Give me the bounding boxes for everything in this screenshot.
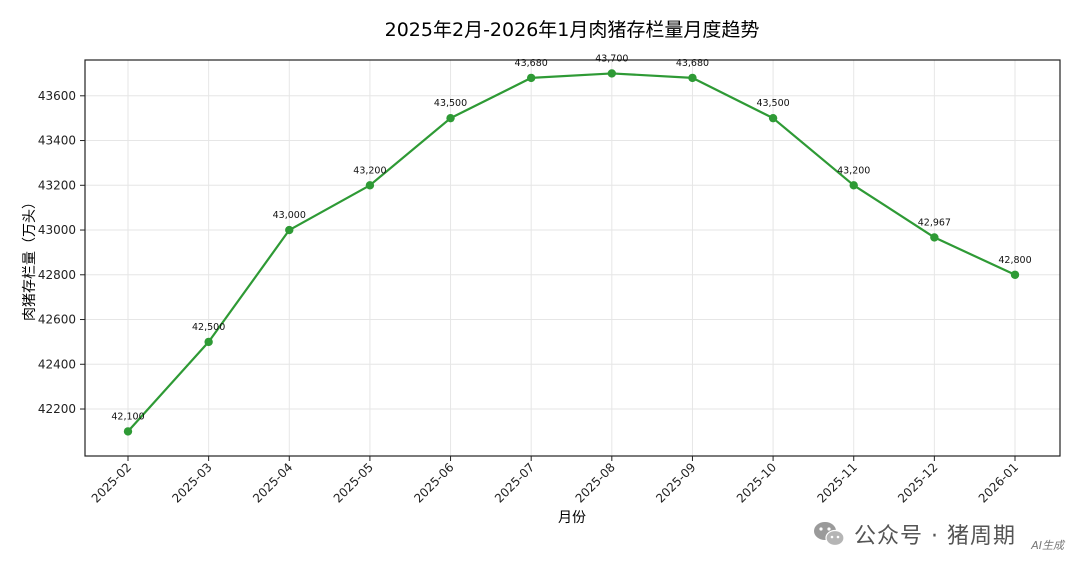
y-tick-label: 42400 [38, 357, 76, 371]
y-tick-label: 43000 [38, 223, 76, 237]
x-tick-label: 2025-09 [653, 460, 698, 505]
data-point [204, 337, 213, 347]
y-tick-label: 43200 [38, 178, 76, 192]
ai-generated-badge: AI生成 [1031, 539, 1064, 552]
x-tick-label: 2025-10 [734, 460, 779, 505]
chart-title: 2025年2月-2026年1月肉猪存栏量月度趋势 [385, 19, 760, 41]
y-axis-label: 肉猪存栏量（万头） [22, 195, 38, 321]
data-point [365, 181, 375, 190]
watermark: 公众号 · 猪周期 [812, 516, 1016, 552]
x-tick-label: 2025-06 [411, 460, 456, 505]
y-tick-label: 43400 [38, 134, 76, 148]
y-tick-label: 43600 [38, 89, 76, 103]
x-axis-label: 月份 [558, 510, 586, 526]
data-labels: 42,100 42,500 43,000 43,200 43,500 43,680 43,7… [111, 53, 1031, 422]
data-point [768, 113, 778, 123]
data-label: 42,800 [998, 255, 1031, 266]
watermark-text: 公众号 · 猪周期 [854, 524, 1016, 549]
grid [85, 60, 1060, 456]
data-label: 42,967 [918, 217, 951, 228]
y-tick-label: 42600 [38, 313, 76, 327]
data-point [526, 73, 536, 83]
x-tick-label: 2025-04 [250, 460, 295, 505]
x-tick-label: 2025-03 [169, 460, 214, 505]
data-point [849, 181, 858, 190]
y-axis-ticks: 42200 42400 42600 42800 43000 43200 43400 43600 [38, 89, 85, 416]
x-tick-label: 2025-05 [331, 460, 376, 505]
x-tick-label: 2026-01 [976, 460, 1021, 505]
x-tick-label: 2025-11 [814, 460, 859, 505]
x-tick-label: 2025-12 [895, 460, 940, 505]
wechat-icon [812, 519, 846, 549]
data-label: 43,500 [756, 98, 789, 109]
data-label: 43,200 [353, 165, 386, 176]
data-point [1010, 270, 1020, 279]
x-axis-ticks: 2025-02 2025-03 2025-04 2025-05 2025-06 2025-… [89, 456, 1021, 506]
data-point [607, 69, 617, 78]
data-point [285, 225, 294, 235]
data-label: 43,000 [273, 210, 306, 221]
data-label: 43,700 [595, 53, 628, 64]
data-point [688, 73, 697, 83]
data-point [930, 233, 939, 242]
data-point [123, 427, 133, 436]
x-tick-label: 2025-08 [573, 460, 618, 505]
series-line-group [123, 69, 1020, 436]
series-line [127, 72, 1016, 433]
y-tick-label: 42200 [38, 402, 76, 416]
x-tick-label: 2025-02 [89, 460, 134, 505]
data-label: 42,500 [192, 322, 225, 333]
data-label: 43,200 [837, 165, 870, 176]
data-point [446, 113, 455, 123]
x-tick-label: 2025-07 [492, 460, 537, 505]
data-label: 43,500 [434, 98, 467, 109]
data-label: 43,680 [676, 58, 709, 69]
data-label: 43,680 [515, 58, 548, 69]
y-tick-label: 42800 [38, 268, 76, 282]
plot-area-frame [84, 59, 1061, 457]
data-label: 42,100 [111, 411, 144, 422]
